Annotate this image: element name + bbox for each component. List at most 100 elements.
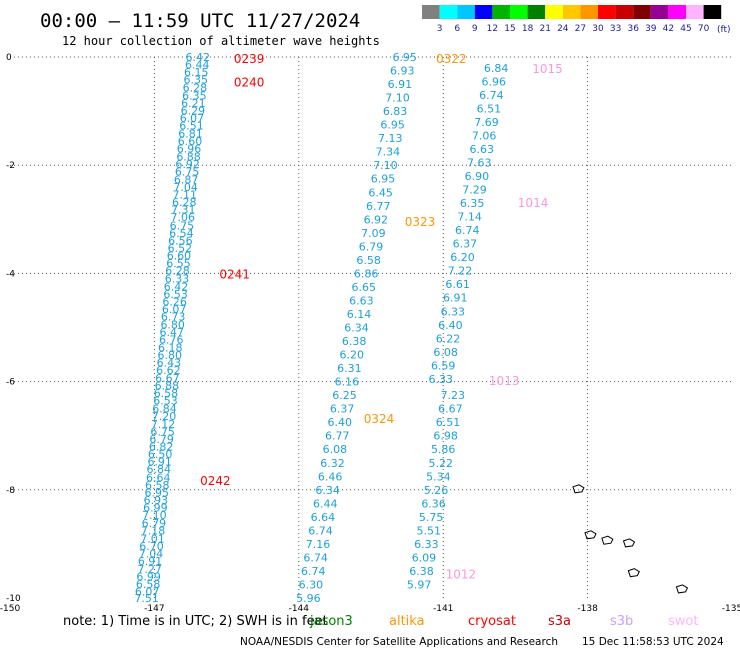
wave-height-label: 6.35 xyxy=(460,197,485,210)
wave-height-label: 6.40 xyxy=(438,319,463,332)
axis-ticks: -150 -147 -144 -141 -138 -135 0 -2 -4 -6 -8 -10 xyxy=(0,53,740,614)
wave-height-label: 7.18 xyxy=(141,524,166,537)
chart-title: 00:00 – 11:59 UTC 11/27/2024 xyxy=(40,10,360,32)
wave-height-label: 7.13 xyxy=(378,132,403,145)
wave-height-label: 6.90 xyxy=(465,170,490,183)
wave-height-label: 6.79 xyxy=(142,517,167,530)
wave-height-label: 6.91 xyxy=(147,456,172,469)
track-2: 6.956.936.917.106.836.957.137.347.106.95… xyxy=(296,51,417,605)
wave-height-label: 5.26 xyxy=(424,484,449,497)
y-tick-label: -10 xyxy=(6,594,21,604)
wave-height-label: 6.87 xyxy=(174,173,199,186)
wave-height-label: 7.09 xyxy=(361,227,386,240)
y-tick-label: -4 xyxy=(6,269,15,279)
y-tick-label: 0 xyxy=(6,53,12,63)
legend-swatch xyxy=(668,5,686,19)
wave-height-label: 6.58 xyxy=(356,254,381,267)
pass-time-label: 0239 xyxy=(234,52,265,66)
wave-height-label: 6.76 xyxy=(159,333,184,346)
wave-height-label: 6.34 xyxy=(315,484,340,497)
wave-height-label: 6.50 xyxy=(148,448,173,461)
satellite-legend-swot: swot xyxy=(668,614,698,629)
wave-height-label: 6.32 xyxy=(320,457,345,470)
wave-height-label: 6.67 xyxy=(155,372,180,385)
legend-label: 27 xyxy=(575,24,586,34)
satellite-legend-cryosat: cryosat xyxy=(468,614,516,629)
wave-height-label: 6.51 xyxy=(179,120,204,133)
color-legend: 3 6 9 12 15 18 21 24 27 30 33 36 39 42 45 70 xyxy=(422,5,722,34)
wave-height-label: 7.06 xyxy=(171,211,196,224)
wave-height-label: 6.26 xyxy=(162,296,187,309)
legend-swatch xyxy=(492,5,510,19)
wave-height-label: 6.58 xyxy=(136,578,161,591)
wave-height-label: 6.99 xyxy=(143,502,168,515)
wave-height-label: 6.53 xyxy=(153,395,178,408)
wave-height-label: 6.44 xyxy=(313,497,338,510)
wave-height-label: 6.20 xyxy=(339,349,364,362)
pass-time-label: 0323 xyxy=(405,215,436,229)
legend-label: 3 xyxy=(437,24,443,34)
wave-height-label: 6.21 xyxy=(181,97,206,110)
satellite-tracks: 6.426.446.156.356.286.356.216.296.076.51… xyxy=(134,51,508,605)
wave-height-label: 7.12 xyxy=(151,418,176,431)
wave-height-label: 7.22 xyxy=(448,265,473,278)
x-tick-label: -147 xyxy=(144,604,164,614)
wave-height-label: 6.56 xyxy=(168,234,193,247)
legend-swatch xyxy=(633,5,651,19)
y-tick-label: -2 xyxy=(6,161,15,171)
wave-height-label: 6.75 xyxy=(175,166,200,179)
wave-height-label: 6.25 xyxy=(332,389,357,402)
wave-height-label: 6.20 xyxy=(450,251,475,264)
wave-height-label: 6.08 xyxy=(433,346,458,359)
wave-height-label: 6.95 xyxy=(392,51,417,64)
time-labels: 0239 0240 0241 0242 0322 0323 0324 1015 1014 1013… xyxy=(200,52,563,582)
island-outline xyxy=(572,484,585,494)
wave-height-label: 6.84 xyxy=(152,403,177,416)
wave-height-label: 6.88 xyxy=(176,151,201,164)
legend-swatch xyxy=(650,5,669,19)
pass-time-label: 1012 xyxy=(446,568,477,582)
pass-time-label: 0242 xyxy=(200,474,231,488)
wave-height-label: 6.63 xyxy=(469,143,494,156)
legend-swatch xyxy=(474,5,493,19)
legend-label: 15 xyxy=(504,24,515,34)
island-outline xyxy=(584,530,597,540)
wave-height-label: 6.84 xyxy=(484,62,509,75)
wave-height-label: 6.55 xyxy=(166,257,191,270)
satellite-legend: jason3 altika cryosat s3a s3b swot xyxy=(309,614,698,629)
legend-label: 24 xyxy=(557,24,569,34)
satellite-legend-s3b: s3b xyxy=(610,614,633,629)
legend-label: 30 xyxy=(592,24,604,34)
wave-height-label: 6.60 xyxy=(178,135,203,148)
wave-height-label: 6.51 xyxy=(477,102,502,115)
pass-time-label: 0324 xyxy=(364,412,395,426)
wave-height-label: 7.63 xyxy=(467,156,492,169)
legend-swatch xyxy=(562,5,581,19)
wave-height-label: 6.75 xyxy=(150,425,175,438)
legend-label: 12 xyxy=(487,24,498,34)
footer-timestamp: 15 Dec 11:58:53 UTC 2024 xyxy=(582,636,724,648)
wave-height-label: 5.75 xyxy=(419,511,444,524)
wave-height-label: 6.80 xyxy=(160,318,185,331)
satellite-legend-jason3: jason3 xyxy=(309,614,353,629)
wave-height-label: 7.10 xyxy=(142,509,167,522)
wave-height-label: 6.79 xyxy=(359,240,384,253)
wave-height-label: 6.74 xyxy=(479,89,504,102)
wave-height-label: 6.34 xyxy=(344,322,369,335)
wave-height-label: 5.96 xyxy=(296,592,321,605)
wave-height-label: 6.98 xyxy=(433,430,458,443)
wave-height-label: 6.38 xyxy=(342,335,367,348)
legend-swatch xyxy=(686,5,704,19)
island-outlines xyxy=(572,484,689,594)
wave-height-label: 6.99 xyxy=(136,570,161,583)
footer-note: note: 1) Time is in UTC; 2) SWH is in fe… xyxy=(63,614,328,629)
wave-height-label: 6.58 xyxy=(145,479,170,492)
wave-height-label: 6.61 xyxy=(445,278,470,291)
legend-swatch xyxy=(598,5,616,19)
wave-height-label: 6.93 xyxy=(144,494,169,507)
wave-height-label: 7.20 xyxy=(152,410,177,423)
island-outline xyxy=(627,568,640,578)
pass-time-label: 0322 xyxy=(436,52,467,66)
wave-height-label: 6.67 xyxy=(438,403,463,416)
y-tick-label: -6 xyxy=(6,378,15,388)
